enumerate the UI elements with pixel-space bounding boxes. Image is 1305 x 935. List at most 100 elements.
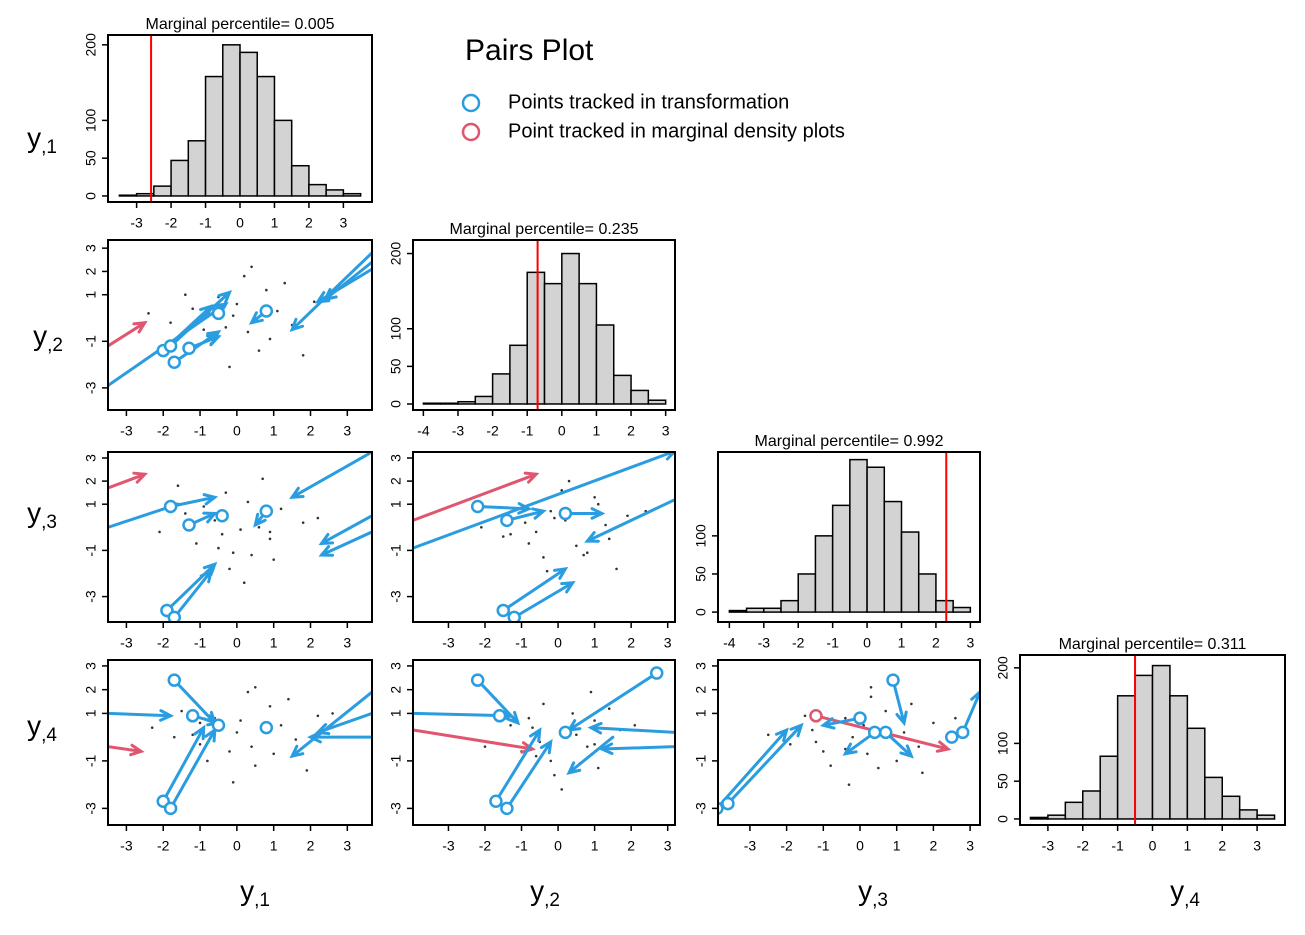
- plot-area: [108, 452, 372, 622]
- tracked-point: [182, 341, 196, 356]
- transformation-arrow: [587, 721, 675, 735]
- scatter-point: [560, 489, 564, 492]
- x-tick-label: 0: [233, 635, 241, 651]
- scatter-point: [895, 759, 899, 763]
- histogram-bar: [170, 159, 190, 197]
- histogram-bar: [745, 607, 765, 613]
- scatter-point: [589, 690, 593, 694]
- x-tick-label: 0: [1149, 838, 1157, 854]
- y-tick-label: 0: [693, 608, 709, 616]
- histogram-bar: [849, 458, 868, 613]
- y-tick-label: 50: [995, 773, 1011, 789]
- scatter-point: [607, 707, 611, 710]
- scatter-point: [844, 716, 847, 720]
- tracked-point: [878, 725, 893, 740]
- histogram-bar: [831, 504, 851, 613]
- column-label-sub: ,2: [544, 890, 560, 911]
- transformation-arrow: [289, 452, 371, 499]
- y-tick-label: 2: [693, 686, 709, 694]
- scatter-point: [147, 312, 150, 315]
- column-label: y,4: [1170, 875, 1200, 911]
- y-tick-label: 3: [388, 454, 404, 462]
- legend-marker: [461, 122, 481, 142]
- y-tick-label: -1: [83, 544, 99, 557]
- y-tick-label: 100: [388, 317, 404, 341]
- transformation-arrow: [169, 493, 219, 509]
- histogram-bar: [1256, 814, 1276, 820]
- tracked-point: [259, 720, 274, 735]
- scatter-point: [633, 723, 637, 727]
- y-tick-label: 2: [388, 686, 404, 694]
- transformation-arrow: [476, 502, 533, 515]
- histogram-bar: [1082, 790, 1101, 820]
- scatter-point: [527, 542, 531, 545]
- y-tick-label: 1: [388, 709, 404, 717]
- transformation-arrow: [566, 671, 659, 732]
- x-tick-label: 2: [929, 838, 937, 854]
- scatter-point: [586, 745, 589, 748]
- x-tick-label: 3: [966, 635, 974, 651]
- scatter-point: [176, 484, 180, 488]
- transformation-arrow: [413, 452, 675, 550]
- x-tick-label: -3: [452, 423, 465, 439]
- scatter-point: [279, 507, 283, 511]
- scatter-point: [158, 530, 161, 534]
- histogram-bar: [1221, 795, 1241, 820]
- x-tick-label: -1: [194, 423, 207, 439]
- histogram-bar: [1116, 695, 1136, 820]
- histogram-bar: [509, 344, 528, 405]
- histogram-bar: [917, 573, 937, 613]
- column-label-base: y: [530, 875, 544, 906]
- histogram-bar: [543, 282, 563, 405]
- scatter-point: [788, 742, 792, 746]
- panel: Marginal percentile= 0.992 -4 -3 -2 -1 0 1 2 3 0 5…: [693, 433, 981, 651]
- histogram-bar: [595, 324, 615, 405]
- scatter-point: [231, 314, 235, 317]
- column-label: y,1: [240, 875, 270, 911]
- scatter-point: [253, 686, 257, 689]
- tracked-point: [944, 730, 959, 744]
- histogram-bar: [612, 374, 632, 405]
- panel: -3 -2 -1 0 1 2 3 -3 -1 1 2 3: [388, 451, 676, 651]
- scatter-point: [847, 783, 851, 786]
- panel: Marginal percentile= 0.235 -4 -3 -2 -1 0 1 2 3 0 5…: [388, 221, 676, 439]
- histogram-title: Marginal percentile= 0.005: [145, 16, 334, 33]
- scatter-point: [523, 521, 527, 524]
- histogram-bar: [814, 535, 834, 613]
- y-tick-label: 1: [83, 709, 99, 717]
- histogram-bar: [797, 573, 817, 613]
- x-tick-label: 3: [664, 635, 672, 651]
- y-tick-label: 50: [83, 150, 99, 166]
- transformation-arrow: [289, 251, 372, 333]
- scatter-point: [527, 716, 531, 720]
- scatter-point: [198, 742, 202, 746]
- scatter-point: [534, 530, 538, 534]
- plot-area: [422, 240, 667, 410]
- scatter-point: [246, 690, 250, 694]
- scatter-point: [331, 712, 334, 715]
- x-tick-label: -2: [157, 838, 170, 854]
- y-tick-label: 1: [388, 500, 404, 508]
- histogram-bar: [578, 282, 598, 405]
- scatter-point: [202, 328, 206, 331]
- x-tick-label: 1: [270, 635, 278, 651]
- scatter-point: [593, 742, 596, 746]
- tracked-point: [215, 509, 229, 523]
- x-tick-label: 2: [307, 838, 315, 854]
- histogram-bar: [763, 607, 782, 613]
- scatter-point: [150, 726, 154, 729]
- scatter-point: [268, 530, 272, 534]
- x-tick-label: -3: [1042, 838, 1055, 854]
- scatter-point: [228, 750, 231, 753]
- scatter-point: [811, 728, 814, 732]
- scatter-point: [593, 719, 596, 722]
- panel-frame: [412, 451, 676, 623]
- y-tick-label: -1: [83, 335, 99, 348]
- x-tick-label: -1: [826, 635, 839, 651]
- histogram-bar: [439, 402, 459, 405]
- tracked-point: [496, 603, 511, 618]
- y-tick-label: 0: [388, 400, 404, 408]
- scatter-point: [272, 752, 275, 756]
- panel-frame: [107, 451, 373, 623]
- tracked-point: [163, 801, 178, 816]
